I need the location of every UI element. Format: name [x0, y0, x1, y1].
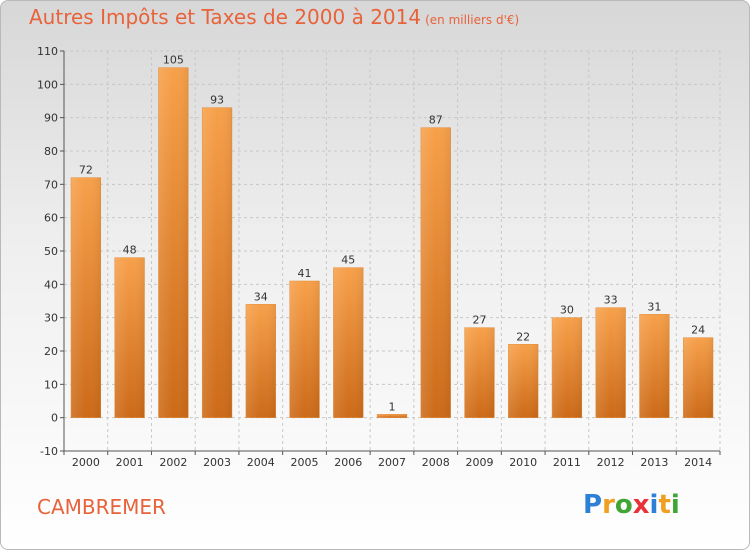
x-tick-label: 2000	[72, 456, 100, 469]
y-tick-label: 110	[37, 45, 58, 58]
bar-value-label: 30	[560, 304, 574, 317]
bar-shade	[377, 414, 407, 418]
y-tick-label: 90	[44, 112, 58, 125]
x-tick-label: 2009	[465, 456, 493, 469]
bar-value-label: 72	[79, 164, 93, 177]
y-tick-label: 0	[51, 412, 58, 425]
bar-value-label: 48	[123, 244, 137, 257]
bar-shade	[508, 344, 539, 418]
x-tick-label: 2013	[640, 456, 668, 469]
bar-shade	[114, 257, 145, 418]
bar-value-label: 1	[389, 400, 396, 413]
bar-shade	[552, 317, 582, 418]
y-tick-label: 100	[37, 78, 58, 91]
y-tick-label: 50	[44, 245, 58, 258]
logo-letter: P	[583, 490, 603, 520]
y-tick-label: 10	[44, 378, 58, 391]
x-tick-label: 2005	[291, 456, 319, 469]
x-tick-label: 2008	[422, 456, 450, 469]
bar-value-label: 41	[298, 267, 312, 280]
bar-shade	[70, 177, 101, 418]
y-tick-label: -10	[40, 445, 58, 458]
logo-letter: r	[602, 490, 615, 520]
x-tick-label: 2006	[334, 456, 362, 469]
bar-value-label: 105	[163, 54, 184, 67]
chart-title: Autres Impôts et Taxes de 2000 à 2014 (en…	[29, 5, 520, 29]
y-tick-label: 30	[44, 312, 58, 325]
place-name: CAMBREMER	[37, 495, 166, 519]
y-tick-label: 40	[44, 278, 58, 291]
bar-shade	[464, 327, 495, 418]
logo-letter: o	[614, 490, 633, 520]
x-tick-label: 2002	[159, 456, 187, 469]
bar-value-label: 22	[516, 330, 530, 343]
bar-shade	[202, 107, 232, 418]
x-tick-label: 2007	[378, 456, 406, 469]
y-tick-label: 60	[44, 212, 58, 225]
logo-letter: i	[649, 490, 659, 520]
bar-shade	[683, 337, 714, 418]
logo-letter: t	[658, 490, 671, 520]
y-tick-label: 80	[44, 145, 58, 158]
bar-value-label: 45	[341, 254, 355, 267]
bar-value-label: 33	[604, 294, 618, 307]
logo-letter: i	[670, 490, 680, 520]
x-tick-label: 2001	[116, 456, 144, 469]
bar-value-label: 34	[254, 290, 268, 303]
chart-subtitle: (en milliers d'€)	[425, 13, 520, 27]
bar-shade	[639, 314, 670, 418]
bar-value-label: 87	[429, 114, 443, 127]
x-tick-label: 2012	[597, 456, 625, 469]
bar-value-label: 93	[210, 94, 224, 107]
bar-shade	[420, 127, 451, 418]
x-tick-label: 2014	[684, 456, 712, 469]
bar-value-label: 24	[691, 324, 705, 337]
bar-value-label: 27	[472, 314, 486, 327]
bar-shade	[333, 267, 364, 418]
x-tick-label: 2004	[247, 456, 275, 469]
y-tick-label: 70	[44, 178, 58, 191]
x-tick-label: 2011	[553, 456, 581, 469]
bar-shade	[158, 67, 189, 418]
y-tick-label: 20	[44, 345, 58, 358]
bar-shade	[245, 304, 276, 418]
bar-shade	[595, 307, 626, 418]
x-tick-label: 2010	[509, 456, 537, 469]
bar-value-label: 31	[647, 300, 661, 313]
bar-shade	[289, 281, 320, 418]
logo-letter: x	[632, 490, 650, 520]
x-tick-label: 2003	[203, 456, 231, 469]
proxiti-logo: Proxiti	[583, 490, 680, 520]
